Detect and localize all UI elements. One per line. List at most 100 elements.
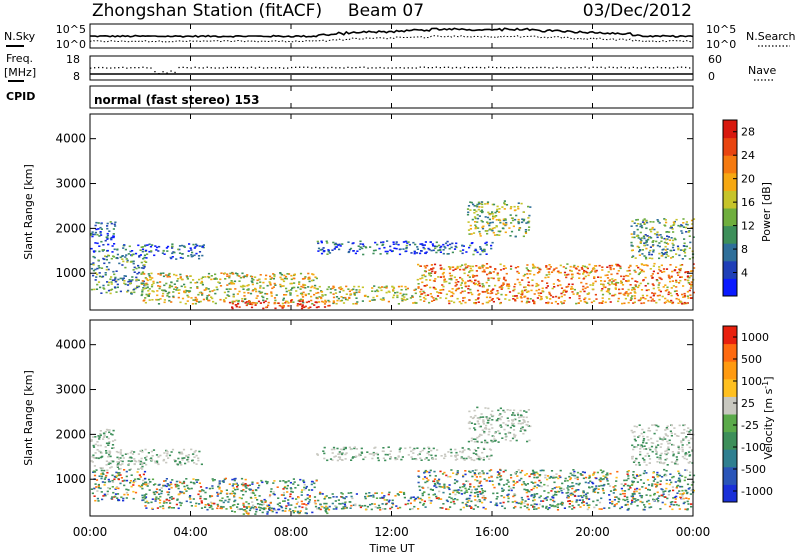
scatter-cell: [447, 266, 451, 268]
scatter-cell: [665, 434, 668, 436]
scatter-cell: [405, 288, 408, 291]
scatter-cell: [392, 290, 395, 292]
scatter-cell: [652, 240, 655, 242]
scatter-cell: [167, 491, 171, 494]
scatter-cell: [417, 475, 420, 478]
scatter-cell: [686, 302, 689, 304]
scatter-cell: [117, 458, 121, 460]
scatter-cell: [499, 407, 502, 410]
scatter-cell: [338, 451, 341, 453]
scatter-cell: [313, 496, 317, 498]
scatter-cell: [99, 444, 102, 447]
scatter-cell: [395, 247, 398, 250]
scatter-cell: [229, 492, 232, 495]
scatter-cell: [626, 498, 629, 501]
scatter-cell: [442, 503, 445, 505]
scatter-cell: [308, 489, 311, 491]
scatter-cell: [274, 509, 277, 511]
scatter-cell: [119, 474, 122, 476]
nave-point: [291, 66, 293, 69]
scatter-cell: [93, 487, 96, 490]
scatter-cell: [489, 272, 492, 274]
scatter-cell: [429, 469, 432, 472]
scatter-cell: [416, 278, 419, 281]
scatter-cell: [691, 449, 694, 452]
scatter-cell: [219, 278, 222, 281]
scatter-cell: [392, 286, 395, 289]
scatter-cell: [111, 245, 114, 247]
scatter-cell: [520, 501, 523, 503]
scatter-cell: [680, 276, 683, 278]
scatter-cell: [665, 238, 668, 241]
scatter-cell: [361, 243, 365, 245]
scatter-cell: [411, 296, 414, 298]
scatter-cell: [293, 273, 296, 276]
scatter-cell: [490, 290, 493, 292]
scatter-cell: [434, 475, 437, 477]
scatter-cell: [473, 409, 476, 412]
scatter-cell: [656, 294, 659, 297]
scatter-cell: [605, 474, 608, 476]
scatter-cell: [204, 276, 207, 278]
scatter-cell: [687, 498, 690, 500]
scatter-cell: [204, 506, 207, 508]
scatter-cell: [582, 285, 585, 288]
scatter-cell: [283, 274, 286, 277]
scatter-cell: [533, 474, 536, 476]
scatter-cell: [491, 211, 494, 213]
scatter-cell: [562, 266, 565, 268]
scatter-cell: [242, 482, 245, 484]
scatter-cell: [491, 213, 494, 215]
scatter-cell: [581, 288, 585, 291]
scatter-cell: [503, 276, 506, 279]
colorbar-segment: [723, 260, 737, 279]
scatter-cell: [468, 410, 471, 413]
nave-point: [154, 71, 156, 73]
scatter-cell: [92, 262, 95, 264]
scatter-cell: [144, 477, 147, 480]
scatter-cell: [499, 263, 502, 266]
scatter-cell: [243, 291, 246, 294]
scatter-cell: [321, 493, 324, 495]
scatter-cell: [366, 295, 370, 298]
scatter-cell: [462, 475, 465, 478]
scatter-cell: [125, 479, 129, 482]
scatter-cell: [374, 506, 377, 508]
scatter-cell: [480, 488, 483, 490]
scatter-cell: [454, 459, 457, 461]
scatter-cell: [323, 457, 326, 460]
scatter-cell: [486, 221, 489, 223]
scatter-cell: [379, 287, 382, 289]
scatter-cell: [105, 436, 109, 438]
nave-point: [303, 66, 305, 68]
scatter-cell: [492, 271, 495, 273]
scatter-cell: [662, 462, 665, 465]
scatter-cell: [651, 298, 654, 300]
scatter-cell: [668, 277, 671, 280]
scatter-cell: [433, 272, 437, 274]
scatter-cell: [344, 505, 347, 507]
scatter-cell: [486, 441, 489, 444]
scatter-cell: [260, 500, 263, 503]
scatter-cell: [522, 235, 525, 238]
nave-point: [395, 67, 397, 69]
scatter-cell: [445, 280, 448, 283]
scatter-cell: [194, 245, 197, 248]
scatter-cell: [221, 497, 224, 499]
scatter-cell: [231, 510, 234, 512]
scatter-cell: [664, 252, 667, 254]
scatter-cell: [479, 246, 482, 248]
scatter-cell: [681, 489, 684, 492]
scatter-cell: [166, 276, 169, 278]
scatter-cell: [681, 264, 684, 266]
scatter-cell: [568, 475, 571, 478]
scatter-cell: [462, 474, 465, 477]
scatter-cell: [199, 486, 203, 488]
scatter-cell: [228, 288, 231, 290]
scatter-cell: [685, 492, 689, 495]
scatter-cell: [480, 434, 483, 436]
scatter-cell: [121, 258, 124, 260]
scatter-cell: [333, 448, 336, 451]
scatter-cell: [582, 504, 585, 506]
scatter-cell: [300, 500, 303, 503]
